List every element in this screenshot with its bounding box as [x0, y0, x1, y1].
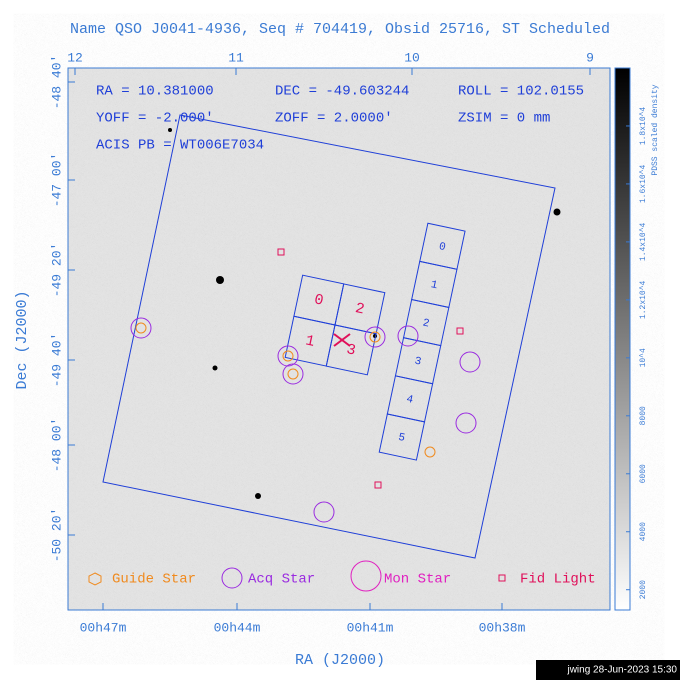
title: Name QSO J0041-4936, Seq # 704419, Obsid… [70, 21, 610, 38]
info-text: ZOFF = 2.0000' [275, 111, 393, 127]
bottom-tick-label: 00h47m [80, 620, 127, 635]
chip-label: 4 [405, 394, 414, 407]
i-chip-label: 0 [313, 291, 325, 310]
colorbar-tick-label: 8000 [639, 406, 648, 425]
colorbar [614, 67, 631, 611]
colorbar-tick-label: 1.2x10^4 [639, 280, 648, 319]
chip-label: 2 [421, 317, 430, 330]
sky-noise [68, 68, 610, 610]
hrc-field [102, 114, 556, 559]
info-text: RA = 10.381000 [96, 84, 214, 100]
left-tick-label: -49 40' [49, 333, 64, 388]
footer-bg [536, 660, 680, 680]
top-tick-label: 9 [586, 50, 594, 65]
legend-label: Acq Star [248, 572, 315, 588]
colorbar-tick-label: 1.8x10^4 [639, 107, 648, 146]
left-tick-label: -48 40' [49, 55, 64, 110]
i-chip-label: 1 [304, 332, 316, 351]
bottom-tick-label: 00h44m [214, 620, 261, 635]
bright-stars [168, 128, 561, 499]
bottom-tick-label: 00h38m [479, 620, 526, 635]
info-text: ACIS PB = WT006E7034 [96, 138, 264, 154]
chip-label: 3 [413, 356, 422, 369]
chip-label: 0 [438, 241, 447, 254]
chip-label: 5 [397, 432, 406, 445]
i-chip [325, 324, 377, 376]
bottom-tick-label: 00h41m [347, 620, 394, 635]
top-tick-label: 10 [404, 50, 420, 65]
left-tick-label: -49 20' [49, 243, 64, 298]
chip-label: 1 [430, 279, 439, 292]
legend-label: Fid Light [520, 572, 596, 588]
colorbar-title: PDSS scaled density [651, 84, 660, 175]
left-tick-label: -47 00' [49, 153, 64, 208]
info-text: ZSIM = 0 mm [458, 111, 550, 127]
colorbar-tick-label: 2000 [639, 580, 648, 599]
colorbar-tick-label: 4000 [639, 522, 648, 541]
legend-label: Guide Star [112, 572, 196, 588]
colorbar-tick-label: 1.6x10^4 [639, 165, 648, 204]
left-tick-label: -50 20' [49, 508, 64, 563]
i-chip-label: 2 [354, 300, 366, 319]
colorbar-tick-label: 10^4 [639, 348, 648, 367]
footer: jwing 28-Jun-2023 15:30 [566, 665, 677, 676]
info-text: YOFF = -2.000' [96, 111, 214, 127]
top-tick-label: 12 [67, 50, 83, 65]
chip [378, 413, 426, 461]
left-tick-label: -48 00' [49, 418, 64, 473]
y-axis-title: Dec (J2000) [14, 290, 31, 389]
x-axis-title: RA (J2000) [295, 652, 385, 669]
targets [130, 248, 481, 523]
legend-label: Mon Star [384, 572, 451, 588]
info-text: DEC = -49.603244 [275, 84, 409, 100]
top-tick-label: 11 [228, 50, 244, 65]
acis-s: 0 1 2 3 4 5 [378, 222, 466, 461]
legend: Guide Star Acq Star Mon Star Fid Light [88, 560, 596, 592]
colorbar-tick-label: 6000 [639, 464, 648, 483]
info-text: ROLL = 102.0155 [458, 84, 584, 100]
colorbar-tick-label: 1.4x10^4 [639, 223, 648, 262]
